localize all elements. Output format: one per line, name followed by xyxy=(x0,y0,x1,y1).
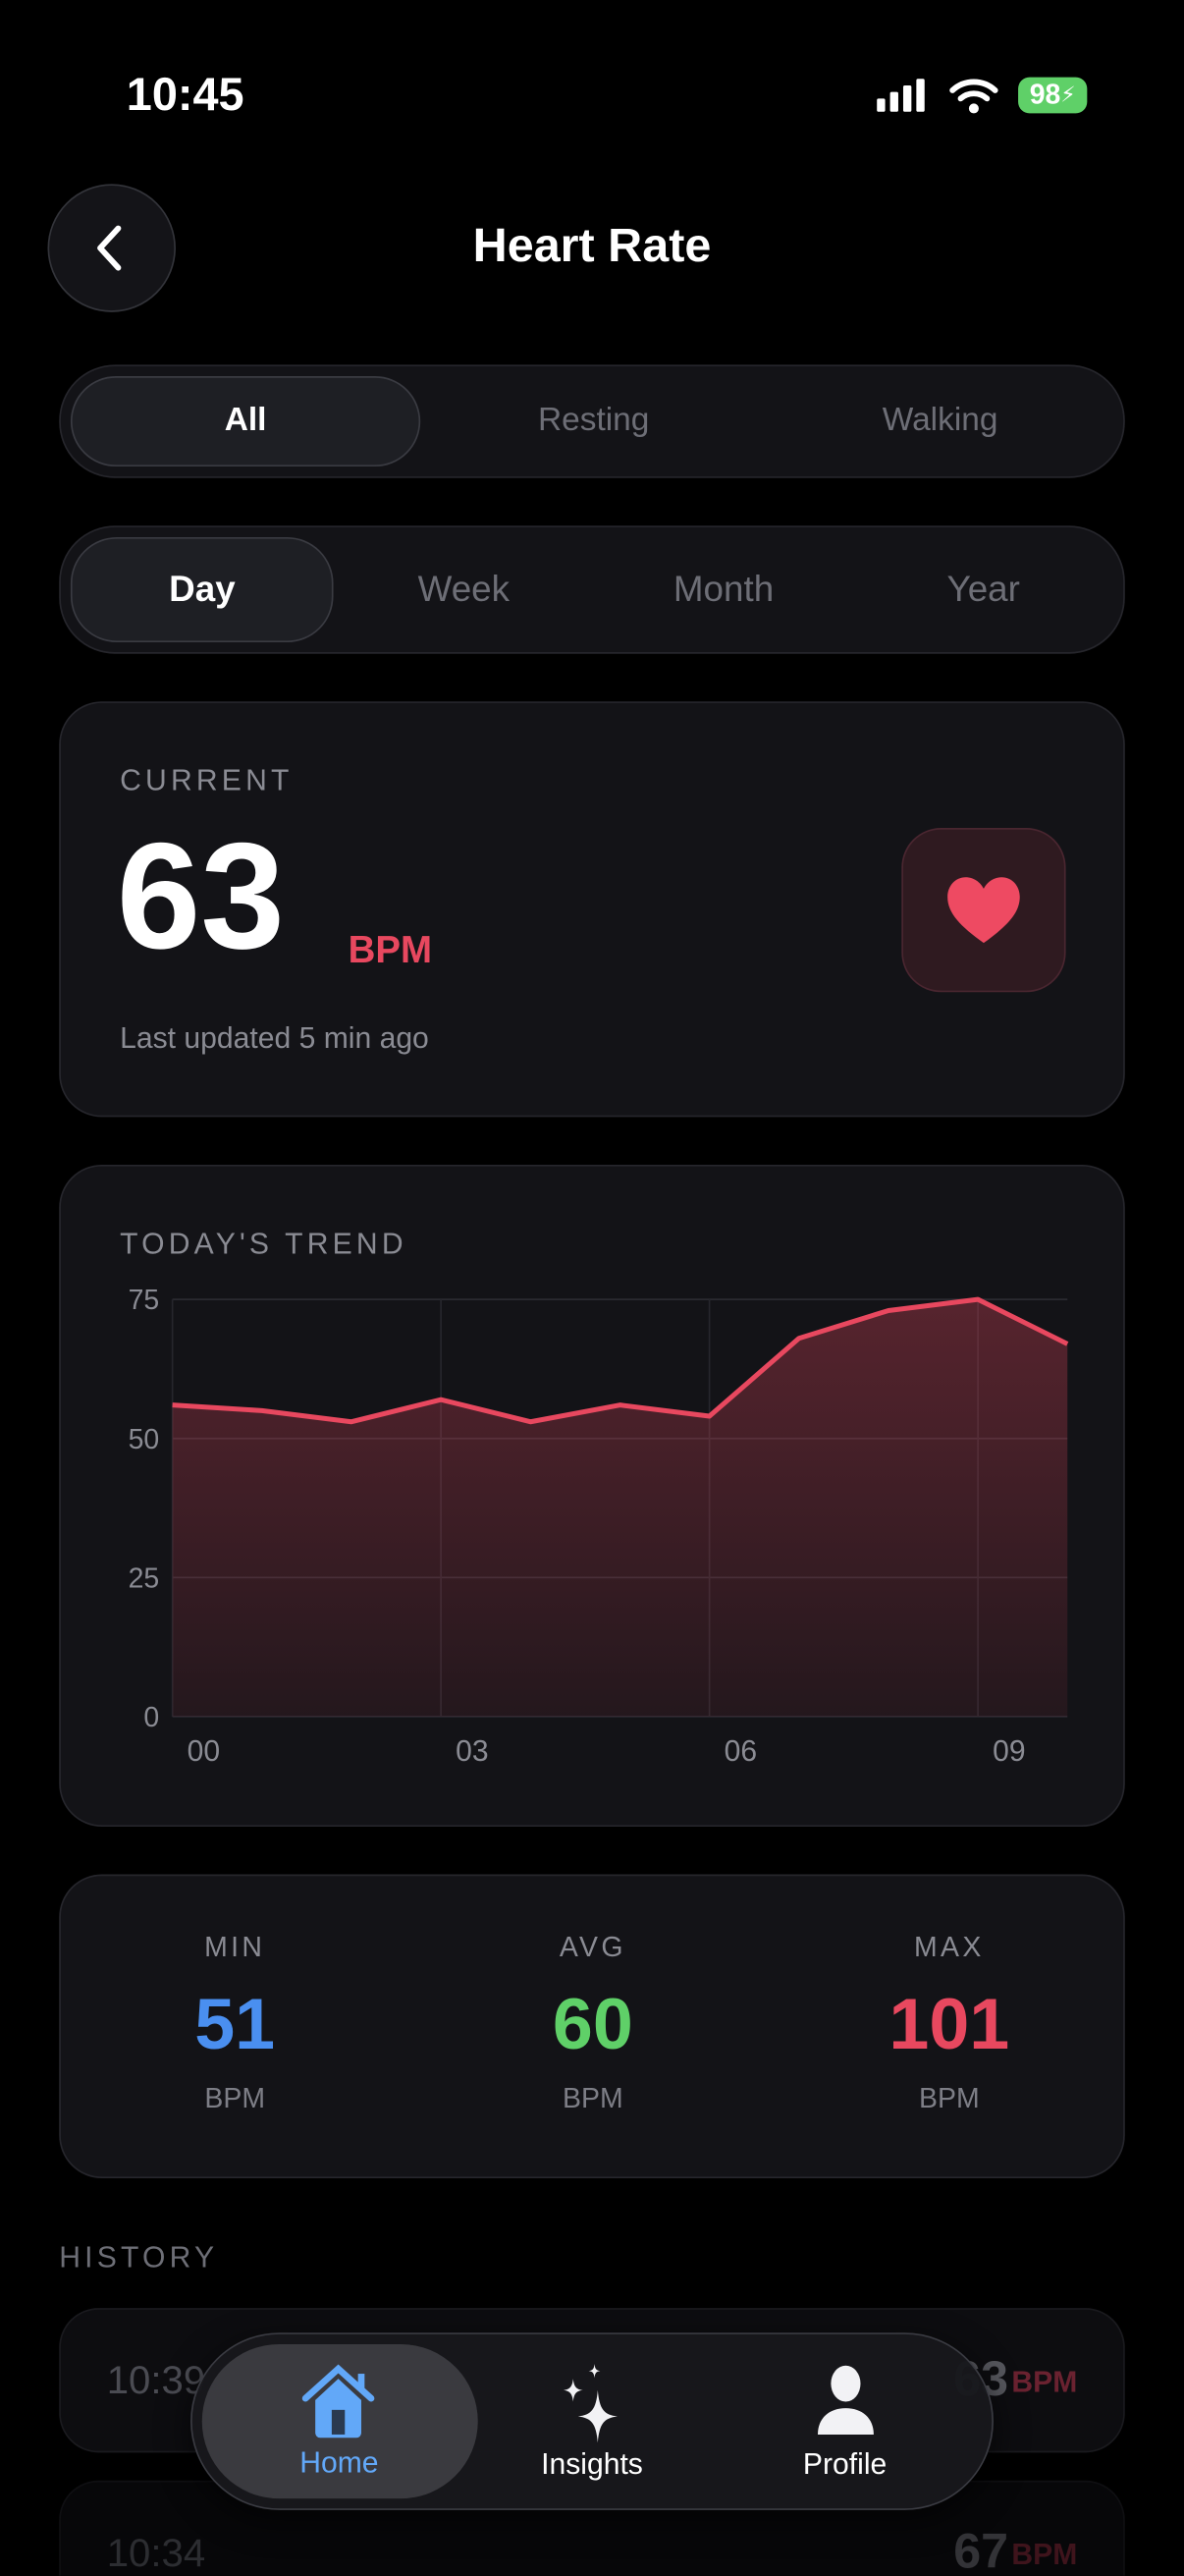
tab-label: Walking xyxy=(883,403,998,440)
x-tick-label: 09 xyxy=(993,1735,1025,1768)
history-value: 67 xyxy=(953,2525,1008,2576)
wifi-icon xyxy=(949,76,998,115)
house-icon xyxy=(298,2363,381,2439)
y-tick-label: 50 xyxy=(129,1424,160,1455)
tab-bar: Home Insights Profile xyxy=(190,2332,994,2510)
tab-week[interactable]: Week xyxy=(334,537,594,642)
y-tick-label: 0 xyxy=(143,1702,159,1733)
history-unit: BPM xyxy=(1011,2366,1077,2400)
signal-icon xyxy=(877,79,925,111)
current-label: CURRENT xyxy=(120,764,293,798)
tab-label: Week xyxy=(418,569,510,611)
tab-label: All xyxy=(225,403,267,440)
stat-avg: AVG 60 BPM xyxy=(415,1876,770,2115)
history-unit: BPM xyxy=(1011,2538,1077,2572)
last-updated: Last updated 5 min ago xyxy=(120,1021,429,1056)
y-tick-label: 25 xyxy=(129,1562,160,1594)
tab-profile[interactable]: Profile xyxy=(718,2334,972,2508)
stat-label: MAX xyxy=(772,1932,1126,1964)
stat-value: 60 xyxy=(415,1985,770,2067)
history-label: HISTORY xyxy=(59,2241,218,2275)
tab-label: Resting xyxy=(538,403,649,440)
y-tick-label: 75 xyxy=(129,1285,160,1316)
battery-level: 98 xyxy=(1030,79,1061,111)
tab-insights[interactable]: Insights xyxy=(464,2334,719,2508)
stat-unit: BPM xyxy=(58,2083,412,2115)
area-fill xyxy=(173,1299,1068,1717)
history-time: 10:39 xyxy=(107,2359,205,2405)
stat-min: MIN 51 BPM xyxy=(58,1876,412,2115)
stat-unit: BPM xyxy=(772,2083,1126,2115)
stat-label: AVG xyxy=(415,1932,770,1964)
tab-month[interactable]: Month xyxy=(594,537,854,642)
x-tick-label: 06 xyxy=(725,1735,757,1768)
person-icon xyxy=(812,2362,878,2438)
type-segmented-control: All Resting Walking xyxy=(59,364,1125,477)
tab-year[interactable]: Year xyxy=(853,537,1113,642)
tab-label: Month xyxy=(673,569,774,611)
x-tick-label: 03 xyxy=(456,1735,488,1768)
sparkles-icon xyxy=(555,2362,630,2444)
battery-indicator: 98⚡ xyxy=(1018,78,1087,114)
tab-label: Year xyxy=(947,569,1020,611)
current-value: 63 xyxy=(117,821,285,972)
current-card: CURRENT 63 BPM Last updated 5 min ago xyxy=(59,701,1125,1117)
history-time: 10:34 xyxy=(107,2532,205,2576)
heart-icon xyxy=(944,874,1023,947)
tab-label: Insights xyxy=(541,2446,643,2481)
tab-label: Day xyxy=(169,569,236,611)
stat-value: 51 xyxy=(58,1985,412,2067)
range-segmented-control: Day Week Month Year xyxy=(59,525,1125,653)
x-tick-label: 00 xyxy=(188,1735,220,1768)
current-unit: BPM xyxy=(349,928,433,972)
status-time: 10:45 xyxy=(127,69,244,122)
stat-value: 101 xyxy=(772,1985,1126,2067)
tab-home[interactable]: Home xyxy=(212,2334,466,2508)
stats-card: MIN 51 BPM AVG 60 BPM MAX 101 BPM xyxy=(59,1875,1125,2178)
heart-badge xyxy=(901,828,1065,992)
stat-unit: BPM xyxy=(415,2083,770,2115)
stat-max: MAX 101 BPM xyxy=(772,1876,1126,2115)
tab-day[interactable]: Day xyxy=(71,537,334,642)
tab-all[interactable]: All xyxy=(71,376,420,466)
tab-label: Home xyxy=(299,2445,378,2480)
stat-label: MIN xyxy=(58,1932,412,1964)
tab-resting[interactable]: Resting xyxy=(420,376,767,466)
tab-label: Profile xyxy=(803,2446,887,2481)
tab-walking[interactable]: Walking xyxy=(767,376,1113,466)
page-title: Heart Rate xyxy=(0,220,1184,274)
